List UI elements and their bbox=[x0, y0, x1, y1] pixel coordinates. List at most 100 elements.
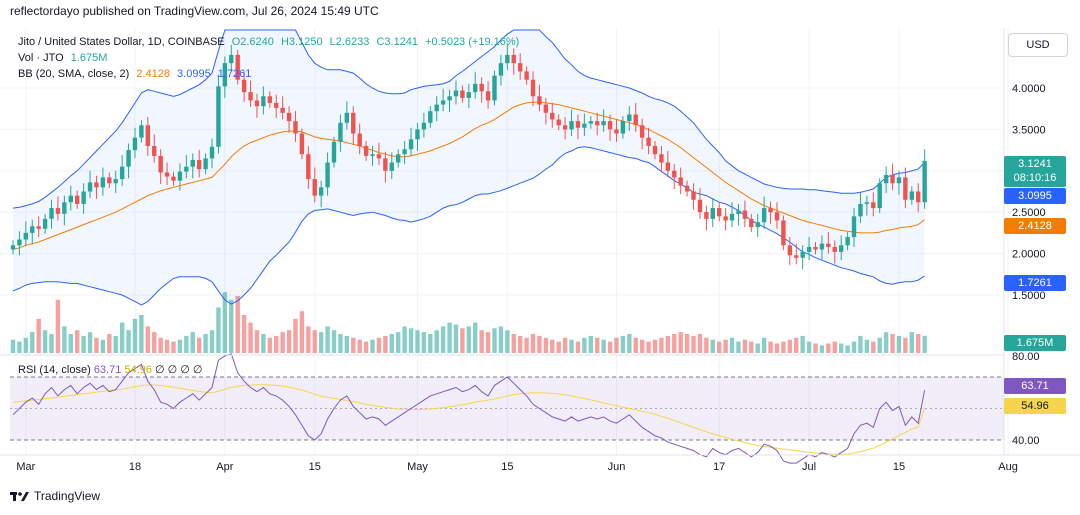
candle bbox=[595, 112, 600, 136]
volume-label: Vol · JTO bbox=[18, 52, 64, 64]
currency-button[interactable]: USD bbox=[1008, 33, 1068, 57]
time-tick-label: 15 bbox=[893, 461, 905, 473]
candle bbox=[222, 56, 228, 98]
candle bbox=[826, 232, 831, 254]
candle bbox=[537, 84, 542, 112]
time-tick-label: Apr bbox=[216, 461, 233, 473]
candle bbox=[389, 152, 394, 180]
tradingview-brand[interactable]: TradingView bbox=[10, 489, 100, 503]
volume-bar bbox=[806, 341, 812, 353]
candle bbox=[55, 196, 61, 221]
candle bbox=[209, 138, 215, 169]
volume-bar bbox=[838, 343, 844, 353]
candle-body bbox=[299, 133, 305, 155]
volume-bar bbox=[274, 335, 279, 353]
open-value: O2.6240 bbox=[231, 36, 274, 48]
candle-body bbox=[126, 150, 131, 167]
candle-body bbox=[286, 112, 292, 122]
price-tick-label: 2.0000 bbox=[1012, 249, 1046, 261]
candle bbox=[633, 102, 638, 132]
candle bbox=[498, 54, 504, 86]
change-value: +0.5023 (+19.16%) bbox=[425, 36, 520, 48]
volume-bar bbox=[261, 334, 266, 353]
volume-tag: 1.675M bbox=[1004, 335, 1066, 351]
candle-body bbox=[858, 203, 863, 217]
candle-body bbox=[164, 172, 170, 177]
volume-bar bbox=[787, 339, 793, 353]
candle-body bbox=[800, 251, 805, 258]
volume-bar bbox=[883, 332, 889, 353]
candle-body bbox=[742, 210, 748, 219]
candle-body bbox=[826, 243, 831, 247]
candle-body bbox=[421, 122, 427, 130]
candle-body bbox=[832, 246, 837, 252]
candle-body bbox=[55, 208, 61, 214]
candle bbox=[190, 153, 195, 179]
candlesticks bbox=[10, 43, 927, 270]
volume-bar bbox=[440, 326, 446, 353]
volume-bar bbox=[318, 332, 324, 353]
candle bbox=[344, 101, 350, 130]
volume-bar bbox=[312, 330, 317, 353]
tradingview-logo-icon bbox=[10, 492, 29, 501]
candle bbox=[838, 235, 844, 261]
volume-bar bbox=[697, 334, 703, 353]
candle-body bbox=[408, 139, 414, 150]
candle-body bbox=[440, 100, 446, 105]
symbol-title: Jito / United States Dollar, 1D, COINBAS… bbox=[18, 36, 225, 48]
candle-body bbox=[267, 96, 272, 103]
legend-bollinger: BB (20, SMA, close, 2) 2.4128 3.0995 1.7… bbox=[18, 68, 255, 80]
bollinger-lower-line bbox=[12, 146, 925, 306]
candle-body bbox=[691, 191, 696, 200]
candle-body bbox=[229, 54, 234, 64]
candle bbox=[896, 170, 902, 195]
candle bbox=[203, 153, 208, 175]
volume-bar bbox=[434, 330, 439, 353]
candle-body bbox=[883, 174, 889, 184]
volume-bar bbox=[402, 326, 407, 353]
candle-body bbox=[23, 232, 29, 240]
candle-body bbox=[87, 182, 93, 192]
candle bbox=[473, 72, 478, 99]
bb-lower-tag: 1.7261 bbox=[1004, 275, 1066, 291]
candle-body bbox=[75, 195, 80, 204]
time-tick-label: Jun bbox=[608, 461, 626, 473]
candle bbox=[177, 163, 183, 191]
candle bbox=[216, 74, 221, 154]
bb-basis-tag: 2.4128 bbox=[1004, 218, 1066, 234]
candle bbox=[717, 203, 722, 222]
candle bbox=[845, 232, 850, 251]
bb-upper-value: 3.0995 bbox=[177, 68, 211, 80]
candle-body bbox=[903, 177, 908, 200]
rsi-label: RSI (14, close) bbox=[18, 364, 91, 376]
last-price-value: 3.1241 bbox=[1018, 158, 1052, 170]
candle bbox=[267, 91, 272, 108]
candle bbox=[761, 196, 767, 229]
candle-body bbox=[845, 237, 850, 246]
candle-body bbox=[575, 121, 581, 128]
candle bbox=[858, 192, 863, 223]
bb-lower-value: 1.7261 bbox=[217, 68, 252, 80]
time-axis: Mar 18 Apr 15 May 15 Jun 17 Jul 15 Aug bbox=[16, 461, 1018, 473]
candle bbox=[434, 96, 439, 122]
candle-body bbox=[415, 129, 420, 140]
low-value: L2.6233 bbox=[329, 36, 370, 48]
volume-bar bbox=[601, 339, 606, 353]
volume-bar bbox=[338, 334, 343, 353]
volume-bar bbox=[524, 337, 529, 353]
volume-bar bbox=[421, 332, 427, 353]
candle bbox=[293, 111, 298, 142]
volume-bar bbox=[864, 339, 870, 353]
candle-body bbox=[537, 96, 542, 105]
candle-body bbox=[100, 177, 106, 188]
candle-body bbox=[280, 107, 285, 113]
candle bbox=[312, 167, 317, 203]
volume-bar bbox=[75, 330, 80, 353]
volume-bar bbox=[55, 299, 61, 353]
candle bbox=[229, 44, 234, 72]
candle bbox=[543, 97, 549, 125]
candle bbox=[819, 235, 825, 260]
candle bbox=[832, 240, 837, 264]
